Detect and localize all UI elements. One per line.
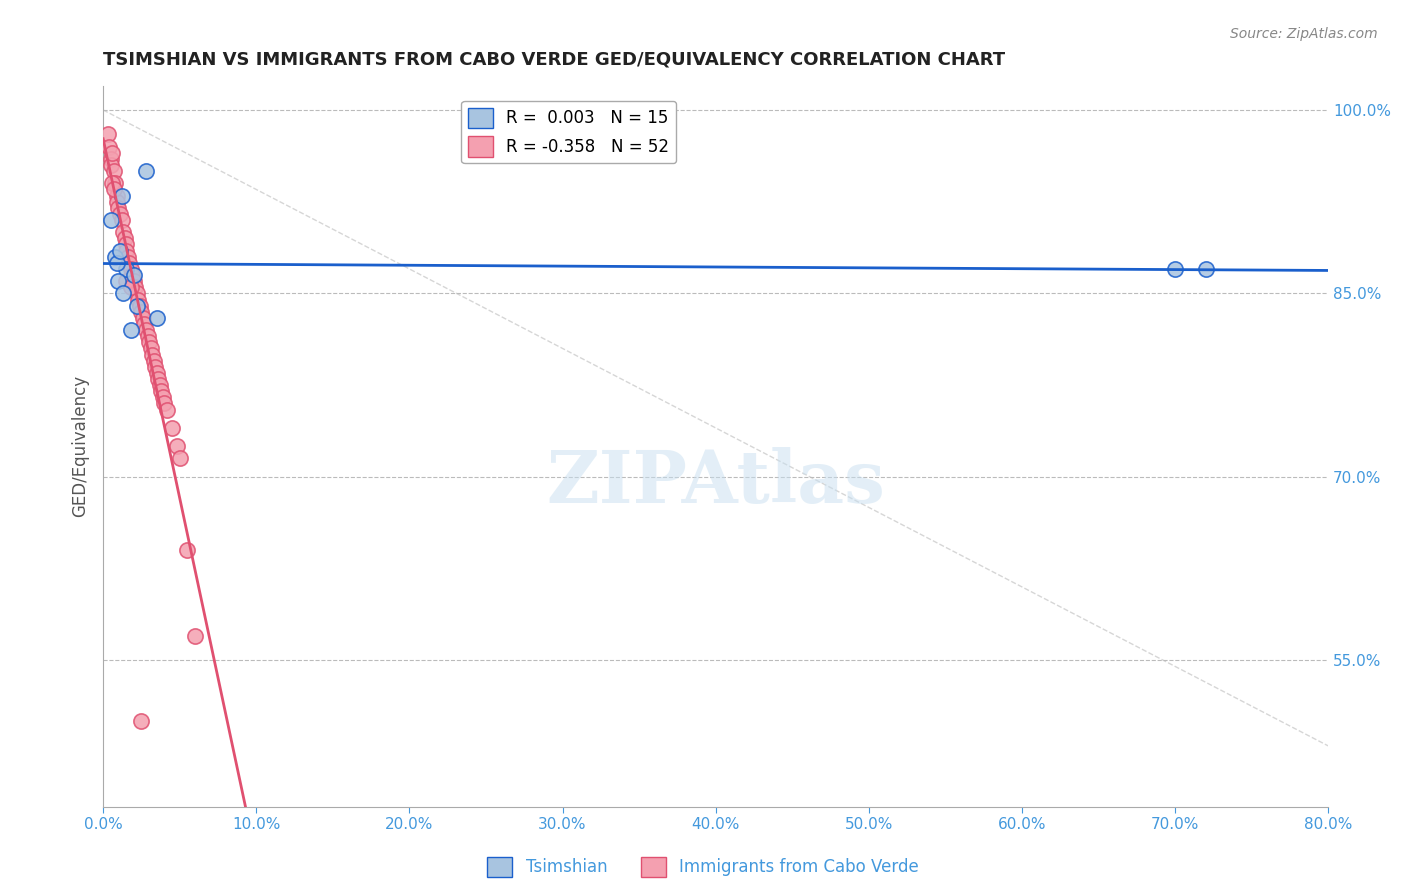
Point xyxy=(104,250,127,264)
Point xyxy=(152,390,174,404)
Point xyxy=(115,237,138,252)
Point xyxy=(124,280,146,294)
Point xyxy=(184,629,207,643)
Point xyxy=(108,244,131,258)
Point xyxy=(112,225,135,239)
Point xyxy=(115,261,138,276)
Point xyxy=(105,256,128,270)
Point xyxy=(148,372,170,386)
Legend: R =  0.003   N = 15, R = -0.358   N = 52: R = 0.003 N = 15, R = -0.358 N = 52 xyxy=(461,101,676,163)
Point xyxy=(97,128,120,142)
Point xyxy=(136,329,159,343)
Point xyxy=(150,384,173,399)
Point xyxy=(105,194,128,209)
Point xyxy=(131,714,153,729)
Point xyxy=(110,188,132,202)
Point xyxy=(139,342,162,356)
Point xyxy=(141,347,163,361)
Point xyxy=(122,274,145,288)
Point xyxy=(108,207,131,221)
Point xyxy=(121,268,143,282)
Point xyxy=(145,366,167,380)
Point xyxy=(114,231,136,245)
Point xyxy=(125,299,148,313)
Point xyxy=(103,164,125,178)
Point xyxy=(1194,261,1216,276)
Legend: Tsimshian, Immigrants from Cabo Verde: Tsimshian, Immigrants from Cabo Verde xyxy=(481,850,925,884)
Point xyxy=(176,543,198,558)
Point xyxy=(105,188,128,202)
Point xyxy=(153,396,176,410)
Point xyxy=(122,268,145,282)
Point xyxy=(110,213,132,227)
Point xyxy=(149,378,172,392)
Point xyxy=(142,353,165,368)
Point xyxy=(103,182,125,196)
Point xyxy=(131,304,153,318)
Point xyxy=(166,439,188,453)
Point xyxy=(132,310,155,325)
Text: Source: ZipAtlas.com: Source: ZipAtlas.com xyxy=(1230,27,1378,41)
Point xyxy=(120,280,142,294)
Point xyxy=(160,421,183,435)
Point xyxy=(100,152,122,166)
Text: TSIMSHIAN VS IMMIGRANTS FROM CABO VERDE GED/EQUIVALENCY CORRELATION CHART: TSIMSHIAN VS IMMIGRANTS FROM CABO VERDE … xyxy=(103,51,1005,69)
Point xyxy=(145,310,167,325)
Point xyxy=(135,164,157,178)
Point xyxy=(101,177,124,191)
Point xyxy=(107,274,129,288)
Y-axis label: GED/Equivalency: GED/Equivalency xyxy=(72,376,89,517)
Point xyxy=(143,359,166,374)
Point xyxy=(115,274,138,288)
Point xyxy=(138,335,160,350)
Point xyxy=(100,158,122,172)
Text: ZIPAtlas: ZIPAtlas xyxy=(546,447,884,518)
Point xyxy=(112,286,135,301)
Point xyxy=(127,293,149,307)
Point xyxy=(135,323,157,337)
Point xyxy=(156,402,179,417)
Point xyxy=(134,317,156,331)
Point xyxy=(117,250,139,264)
Point xyxy=(104,177,127,191)
Point xyxy=(1164,261,1187,276)
Point xyxy=(107,201,129,215)
Point xyxy=(100,213,122,227)
Point xyxy=(169,451,191,466)
Point xyxy=(101,145,124,160)
Point xyxy=(125,286,148,301)
Point xyxy=(120,323,142,337)
Point xyxy=(115,244,138,258)
Point xyxy=(120,261,142,276)
Point xyxy=(128,299,150,313)
Point xyxy=(98,139,121,153)
Point xyxy=(118,256,141,270)
